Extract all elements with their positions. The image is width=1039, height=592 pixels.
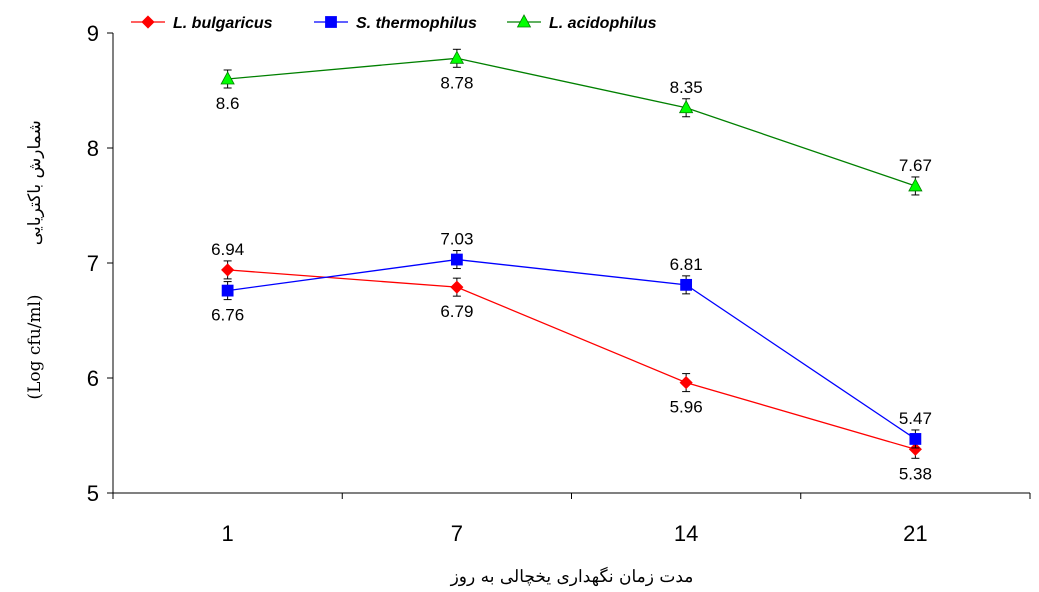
data-label-l-acidophilus: 8.6 [216,94,240,113]
data-point-legend [325,16,337,28]
legend-label-l-bulgaricus: L. bulgaricus [173,15,273,32]
data-label-s-thermophilus: 5.47 [899,409,932,428]
data-labels: 6.94 6.79 5.96 5.38 6.76 7.03 6.81 5.47 8.6 8.78 8… [211,73,932,483]
data-label-l-bulgaricus: 6.79 [440,302,473,321]
legend-label-l-acidophilus: L. acidophilus [549,15,657,32]
data-point-legend [516,14,532,28]
x-axis-title: مدت زمان نگهداری یخچالی به روز [450,566,694,587]
series-l-acidophilus [220,48,923,196]
x-tick-label: 7 [451,521,463,546]
data-label-l-acidophilus: 8.78 [440,73,473,92]
legend-item-l-acidophilus: L. acidophilus [507,14,657,32]
svg-text:شمارش باکتریایی (Log cfu: شمارش باکتریایی (Log cfu/ml) [25,115,45,400]
y-tick-label: 7 [87,251,99,276]
y-tick-label: 6 [87,366,99,391]
data-label-l-acidophilus: 7.67 [899,156,932,175]
series-line-l-acidophilus [227,57,916,187]
data-label-l-bulgaricus: 5.96 [670,398,703,417]
data-point-s-thermophilus [221,284,234,297]
x-tick-label: 21 [903,521,927,546]
data-label-s-thermophilus: 6.76 [211,306,244,325]
y-tick-label: 9 [87,21,99,46]
data-label-l-bulgaricus: 5.38 [899,464,932,483]
legend: L. bulgaricus S. thermophilus L. acidophil… [131,14,657,32]
series-l-bulgaricus [221,260,922,459]
data-point-l-bulgaricus [908,442,922,456]
y-axis-title-main: شمارش باکتریایی [25,120,45,245]
series-s-thermophilus [221,250,922,449]
y-axis-title: شمارش باکتریایی (Log cfu/ml) [25,115,45,400]
series-layer [220,48,923,459]
data-point-legend [141,15,155,29]
series-line-s-thermophilus [227,258,916,440]
data-point-l-acidophilus [449,50,465,64]
y-tick-label: 5 [87,481,99,506]
data-label-l-bulgaricus: 6.94 [211,240,244,259]
y-tick-label: 8 [87,136,99,161]
legend-item-l-bulgaricus: L. bulgaricus [131,15,273,32]
data-label-l-acidophilus: 8.35 [670,78,703,97]
series-line-l-bulgaricus [227,269,916,450]
ticks: 5 6 7 8 9 1 7 14 21 [87,21,1031,546]
data-point-s-thermophilus [450,253,463,266]
legend-item-s-thermophilus: S. thermophilus [314,15,477,32]
y-axis-title-unit: (Log cfu/ml) [25,294,45,399]
data-point-l-bulgaricus [450,280,464,294]
data-label-s-thermophilus: 7.03 [440,230,473,249]
x-tick-label: 14 [674,521,698,546]
data-point-l-bulgaricus [221,263,235,277]
data-point-l-acidophilus [908,178,923,192]
data-point-l-acidophilus [678,99,694,114]
data-point-l-acidophilus [220,71,235,85]
legend-label-s-thermophilus: S. thermophilus [356,15,477,32]
data-point-s-thermophilus [909,433,922,445]
data-label-s-thermophilus: 6.81 [670,255,703,274]
data-point-s-thermophilus [680,278,693,291]
data-point-l-bulgaricus [679,376,693,390]
x-tick-label: 1 [222,521,234,546]
